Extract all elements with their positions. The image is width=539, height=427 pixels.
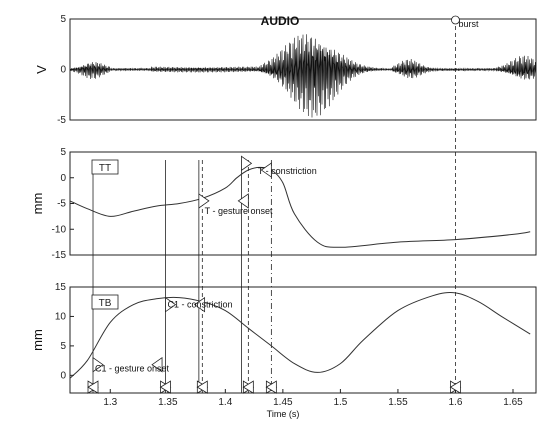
x-axis-label: Time (s) <box>267 409 300 419</box>
y-axis-label: V <box>34 65 49 74</box>
series-label-box <box>91 294 119 310</box>
gesture-onset-marker <box>92 356 104 373</box>
gesture-onset-marker <box>151 356 163 373</box>
constriction-marker <box>260 162 272 178</box>
constriction-marker <box>193 296 206 313</box>
constriction-marker <box>165 296 177 313</box>
event-marker <box>449 380 461 394</box>
event-marker <box>159 380 171 394</box>
y-tick-label: 5 <box>60 341 66 352</box>
annotation-label: T - constriction <box>258 166 317 176</box>
annotation-label: T - gesture onset <box>205 206 273 216</box>
event-marker <box>265 380 277 394</box>
tt-trajectory <box>69 166 531 248</box>
x-tick-label: 1.45 <box>273 397 293 408</box>
y-tick-label: 0 <box>60 370 66 381</box>
tb-panel: 15 10 5 0 mm TB 1.3 1.35 1.4 1.45 1.5 1.55 1.6 1.65 Ti… <box>30 282 537 419</box>
y-tick-label: -5 <box>57 115 66 126</box>
y-axis-label: mm <box>30 193 45 215</box>
annotation-label: burst <box>458 19 479 29</box>
x-tick-label: 1.65 <box>503 397 523 408</box>
audio-waveform <box>69 34 537 118</box>
x-tick-label: 1.3 <box>103 397 117 408</box>
y-tick-label: 10 <box>55 311 67 322</box>
y-tick-label: -5 <box>57 199 66 210</box>
annotation-label: C1 - constriction <box>168 300 233 310</box>
tt-panel: 5 0 -5 -10 -15 mm TT T - constriction T - gestur… <box>30 147 537 261</box>
event-marker <box>242 380 254 394</box>
constriction-marker <box>241 155 253 172</box>
event-lines <box>92 19 456 393</box>
event-marker <box>87 380 99 394</box>
y-tick-label: 0 <box>60 65 66 76</box>
y-tick-label: 5 <box>60 14 66 25</box>
annotation-label: C1 - gesture onset <box>95 363 170 373</box>
gesture-onset-marker <box>198 193 210 209</box>
tb-trajectory <box>69 292 531 379</box>
burst-marker <box>451 15 460 25</box>
y-tick-label: 5 <box>60 147 66 158</box>
y-tick-label: -15 <box>52 250 67 261</box>
x-tick-label: 1.4 <box>218 397 232 408</box>
event-marker <box>196 380 208 394</box>
chart-title: AUDIO <box>261 14 300 28</box>
y-tick-label: -10 <box>52 224 67 235</box>
x-tick-label: 1.6 <box>449 397 463 408</box>
series-label-box <box>91 159 119 175</box>
series-label: TT <box>99 163 111 174</box>
y-tick-label: 15 <box>55 282 67 293</box>
x-tick-label: 1.55 <box>388 397 408 408</box>
audio-panel: 5 0 -5 V AUDIO burst <box>34 14 537 126</box>
tb-axes-frame <box>69 286 537 394</box>
x-tick-label: 1.35 <box>158 397 178 408</box>
series-label: TB <box>99 298 112 309</box>
x-tick-label: 1.5 <box>333 397 347 408</box>
gesture-onset-marker <box>237 193 249 209</box>
y-tick-label: 0 <box>60 173 66 184</box>
y-axis-label: mm <box>30 329 45 351</box>
